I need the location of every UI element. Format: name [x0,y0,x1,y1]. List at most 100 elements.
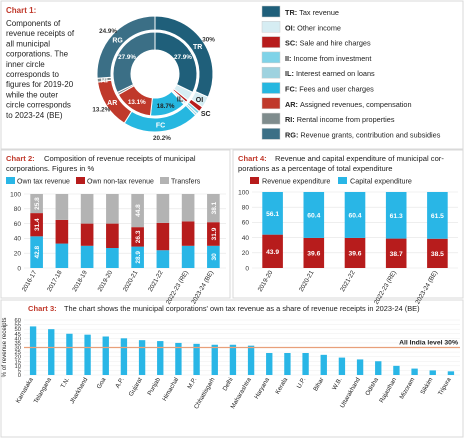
outer-ring-label-rg: 24.9% [99,28,117,35]
chart4-data-label: 38.7 [390,251,403,258]
chart4-data-label: 61.5 [431,213,444,220]
chart3-xtick: U.P. [296,376,308,389]
legend-swatch-ri [261,112,281,125]
chart3-title-prefix: Chart 3: [28,304,57,313]
chart3-bar [320,354,327,375]
chart3-xtick: Himachal [161,377,180,403]
chart4-title-prefix: Chart 4: [238,154,267,163]
chart2-xtick: 2019-20 [96,269,114,293]
chart2-xtick: 2016-17 [21,269,39,293]
chart4-title-line: porations as a percentage of total expen… [238,164,393,173]
chart3-xtick: W.B. [331,376,344,391]
chart1-title-line: inner circle [6,60,45,69]
chart3-xtick: Haryana [253,376,271,400]
chart2-bar [207,194,220,223]
chart2-xtick: 2020-21 [122,269,140,293]
chart4-legend-swatch [250,177,259,184]
chart2-legend-label: Own tax revenue [17,179,70,186]
chart1-title-prefix: Chart 1: [6,6,36,15]
chart4-bar [427,238,448,268]
chart2-data-label: 31.9 [211,227,218,240]
legend-swatch-sc [261,36,281,48]
chart4-data-label: 39.6 [348,250,361,257]
chart4-data-label: 43.9 [266,249,279,256]
chart2-title-line: Composition of revenue receipts of munic… [44,154,196,163]
chart3-xtick: Delhi [222,377,235,393]
chart3-xtick: Odisha [364,376,380,397]
chart3-xtick: A.P. [114,376,126,389]
ring-code-ar: AR [107,100,117,107]
chart3-xtick: Mizoram [398,377,416,401]
chart2-bar [181,221,195,246]
ring-code-fc: FC [156,123,165,130]
chart2-data-label: 26.3 [135,230,142,243]
chart1-title-line: revenue receipts of [6,29,75,38]
chart2-bar [80,194,94,224]
chart3-xtick: M.P. [186,376,198,390]
chart3-xtick: Bihar [312,377,325,393]
chart2-bar [207,222,220,246]
legend-swatch-il [261,66,281,79]
chart3-ytick: 0 [18,373,21,379]
chart3-bar [175,342,182,375]
legend-item-sc: SC: Sale and hire charges [285,39,371,48]
chart2-bar [80,245,94,268]
chart3-bar [84,334,91,375]
chart4-data-label: 60.4 [307,212,320,219]
chart3-xtick: Tripura [437,376,453,397]
chart3-xtick: Goa [96,376,108,390]
chart3-xtick: Karnataka [15,376,35,404]
chart2-bar [207,245,220,268]
chart2-bar [181,194,195,222]
chart3-ytick: 55 [15,323,21,329]
chart3-bar [302,353,309,375]
chart1-title-line: while the outer [5,90,58,99]
chart3-ytick: 45 [15,332,21,338]
chart2-ytick: 0 [17,265,21,272]
chart1-title-line: corresponds to [6,70,59,79]
chart4-panel [232,149,464,299]
chart2-xtick: 2018-19 [71,269,89,293]
chart2-bar [131,194,144,228]
legend-item-ar: AR: Assigned revenues, compensation [285,100,412,109]
chart2-data-label: 38.1 [211,201,218,214]
chart1-title-line: corporations. The [6,50,69,59]
chart3-bar [411,368,418,375]
chart4-bar [303,192,325,238]
chart3-ytick: 60 [15,318,21,324]
chart3-xtick: Gujarat [128,376,144,397]
legend-swatch-fc [261,82,281,94]
legend-item-fc: FC: Fees and user charges [285,85,374,94]
chart3-xtick: Kerala [274,376,289,395]
chart3-bar [247,345,255,375]
chart2-data-label: 28.9 [135,251,142,264]
chart3-bar [120,338,128,375]
chart2-bar [106,248,119,268]
legend-item-ii: II: Income from investment [285,54,371,63]
legend-swatch-ar [261,97,281,110]
chart3-xtick: Rajasthan [378,376,398,404]
chart4-xtick: 2021-22 [339,269,357,293]
chart3-ytick: 30 [15,346,21,352]
chart2-data-label: 31.4 [34,218,41,231]
chart3-bar [284,353,291,375]
chart2-ytick: 100 [10,191,21,198]
ring-code-ri: RI [101,77,108,84]
chart3-ytick: 35 [15,341,21,347]
inner-ring-label-tr: 27.9% [174,54,192,61]
chart3-xtick: Jharkhand [69,376,90,405]
chart3-bar [48,329,55,375]
chart3-ytick: 15 [15,359,21,365]
chart2-bar [131,246,144,268]
chart4-ytick: 80 [242,205,250,212]
chart3-panel [0,299,464,438]
inner-ring-slice-rg [112,31,156,94]
chart3-title: The chart shows the municipal corporatio… [64,304,420,313]
chart3-bar [157,341,164,375]
chart2-legend-swatch [76,177,85,184]
chart3-bar [429,370,436,375]
chart3-bar [338,357,346,375]
legend-item-tr: TR: Tax revenue [285,8,339,17]
chart2-ytick: 60 [14,221,22,228]
chart2-bar [106,194,119,224]
